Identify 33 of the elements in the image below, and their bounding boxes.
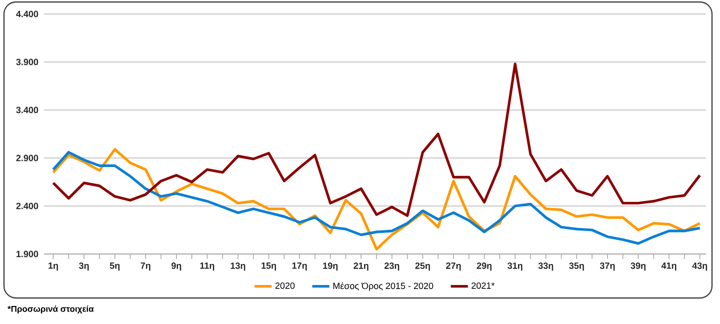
- x-tick-label: 41η: [661, 262, 676, 271]
- text: *Προσωρινά στοιχεία: [8, 306, 94, 314]
- x-tick-label: 35η: [569, 262, 584, 271]
- x-tick-label: 33η: [538, 262, 554, 271]
- y-tick-label: 2.900: [16, 154, 38, 162]
- x-tick-label: 21η: [354, 262, 368, 271]
- y-tick-label: 2.400: [16, 202, 38, 210]
- x-tick-label: 11η: [200, 262, 214, 271]
- x-tick-label: 9η: [171, 262, 182, 271]
- x-tick-label: 5η: [110, 262, 120, 271]
- x-tick-label: 29η: [476, 262, 492, 271]
- y-tick-label: 3.900: [16, 58, 38, 66]
- x-tick-label: 39η: [630, 262, 646, 271]
- x-tick-label: 1η: [48, 262, 58, 271]
- legend-label: 2021*: [472, 282, 495, 289]
- x-tick-label: 3η: [78, 262, 89, 271]
- x-tick-label: 25η: [415, 262, 430, 271]
- x-tick-label: 43η: [692, 262, 708, 271]
- line-series: [52, 62, 702, 217]
- y-tick-label: 1.900: [16, 250, 38, 258]
- x-tick-label: 15η: [262, 262, 276, 271]
- y-tick-label: 3.400: [16, 106, 38, 114]
- x-tick-label: 17η: [292, 262, 307, 271]
- x-tick-label: 19η: [323, 262, 338, 271]
- x-tick-label: 23η: [384, 262, 400, 271]
- y-tick-label: 4.400: [16, 10, 38, 18]
- x-tick-label: 31η: [508, 262, 522, 271]
- x-tick-label: 13η: [230, 262, 246, 271]
- legend-label: Μέσος Όρος 2015 - 2020: [333, 282, 434, 291]
- x-tick-label: 7η: [140, 262, 150, 271]
- x-tick-label: 27η: [446, 262, 461, 271]
- legend-label: 2020: [275, 282, 295, 289]
- x-tick-label: 37η: [600, 262, 615, 271]
